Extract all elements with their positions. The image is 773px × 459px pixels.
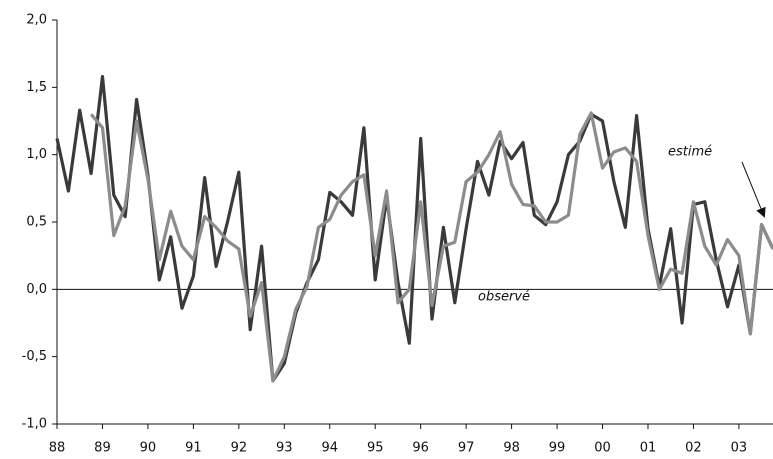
y-tick-label: -0,5 [22, 349, 47, 364]
annotation-arrow [741, 161, 766, 218]
y-tick-label: -1,0 [22, 417, 47, 432]
x-tick-label: 01 [640, 441, 657, 456]
series-line [55, 75, 773, 383]
x-tick-label: 99 [549, 441, 566, 456]
y-tick-label: 1,5 [26, 80, 47, 95]
x-tick-label: 96 [412, 441, 429, 456]
x-tick-label: 91 [185, 441, 202, 456]
x-tick-label: 00 [594, 441, 611, 456]
x-tick-label: 90 [140, 441, 157, 456]
x-tick-label: 92 [231, 441, 248, 456]
y-tick-label: 2,0 [26, 13, 47, 28]
x-tick-label: 97 [458, 441, 475, 456]
y-tick-label: 0,5 [26, 215, 47, 230]
x-tick-label: 93 [276, 441, 293, 456]
x-tick-label: 89 [94, 441, 111, 456]
y-tick-label: 1,0 [26, 147, 47, 162]
x-tick-label: 98 [503, 441, 520, 456]
x-tick-label: 02 [685, 441, 702, 456]
x-tick-label: 88 [49, 441, 66, 456]
series-line [89, 111, 773, 383]
series-label: estimé [668, 145, 712, 160]
series-label: observé [478, 290, 530, 305]
x-tick-label: 94 [321, 441, 338, 456]
x-tick-label: 03 [731, 441, 748, 456]
x-tick-label: 95 [367, 441, 384, 456]
y-tick-label: 0,0 [26, 282, 47, 297]
